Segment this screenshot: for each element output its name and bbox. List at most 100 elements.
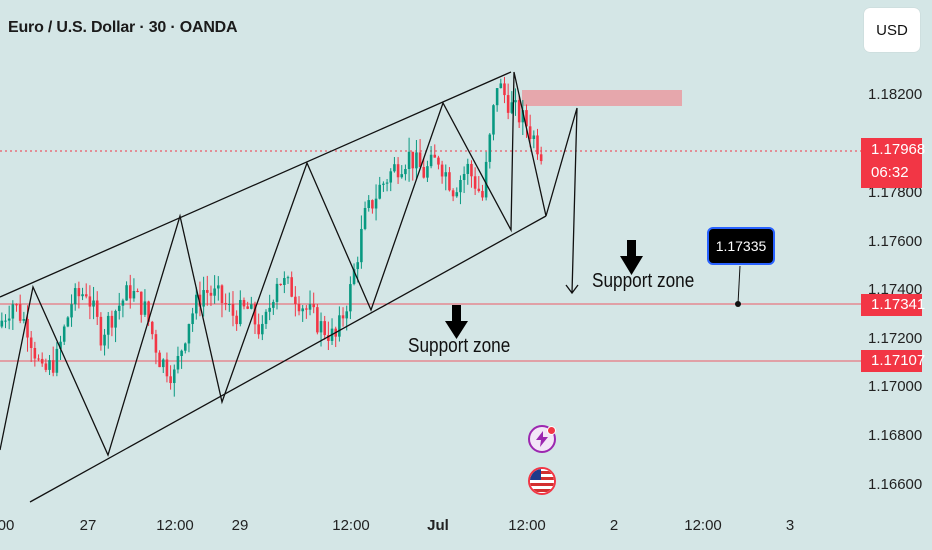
- candle-body: [110, 315, 114, 328]
- current-price-tag[interactable]: 1.17968 06:32: [861, 138, 926, 188]
- candle-body: [48, 360, 51, 370]
- candle-body: [378, 184, 382, 199]
- candle-body: [481, 191, 484, 198]
- candle-body: [510, 102, 514, 113]
- candle-body: [422, 167, 426, 178]
- candle-body: [286, 277, 290, 279]
- time-tick: 12:00: [156, 517, 194, 534]
- candle-body: [279, 283, 282, 285]
- candle-body: [294, 296, 297, 304]
- candle-body: [492, 105, 495, 135]
- candle-body: [117, 305, 121, 311]
- candle-body: [150, 321, 154, 335]
- candle-body: [84, 294, 88, 297]
- candle-body: [99, 316, 103, 346]
- candle-body: [532, 135, 536, 139]
- support-zone-label[interactable]: Support zone: [592, 270, 695, 292]
- currency-button[interactable]: USD: [864, 8, 920, 52]
- candle-body: [103, 334, 106, 346]
- time-tick: 12:00: [508, 517, 546, 534]
- candle-body: [503, 83, 506, 96]
- candle-body: [73, 288, 77, 305]
- channel-lower-line[interactable]: [29, 215, 547, 503]
- time-tick: Jul: [427, 517, 449, 534]
- price-tick: 1.17400: [868, 281, 923, 298]
- candle-body: [525, 110, 528, 127]
- candle-body: [426, 166, 429, 178]
- candle-body: [139, 291, 143, 315]
- current-price-value: 1.17968: [871, 141, 926, 158]
- level-price-tag[interactable]: 1.17341: [861, 294, 925, 316]
- callout-connector: [737, 265, 741, 305]
- candle-body: [323, 321, 326, 336]
- candle-body: [506, 95, 510, 113]
- candle-body: [499, 83, 503, 89]
- candle-body: [257, 324, 260, 335]
- candle-body: [132, 290, 136, 299]
- candle-body: [88, 296, 92, 307]
- level-price-tag[interactable]: 1.17107: [861, 350, 925, 372]
- candle-body: [305, 308, 308, 310]
- candle-body: [11, 304, 15, 319]
- candle-body: [198, 294, 202, 307]
- candle-body: [396, 164, 400, 178]
- candle-body: [374, 198, 378, 209]
- candle-body: [15, 304, 18, 306]
- candle-body: [415, 152, 418, 169]
- candle-body: [37, 358, 40, 360]
- candle-body: [187, 324, 191, 344]
- candle-body: [206, 290, 209, 293]
- candle-body: [231, 304, 235, 316]
- candle-body: [125, 285, 128, 301]
- candle-body: [521, 110, 525, 123]
- candle-body: [70, 304, 73, 318]
- lightning-icon[interactable]: [528, 425, 556, 453]
- candle-body: [136, 290, 139, 292]
- candle-body: [29, 337, 33, 348]
- candle-body: [261, 323, 264, 335]
- price-tick: 1.18200: [868, 86, 923, 103]
- support-zone-label[interactable]: Support zone: [408, 335, 511, 357]
- candle-body: [360, 228, 363, 263]
- candle-body: [217, 285, 220, 289]
- target-price-callout[interactable]: 1.17335: [707, 227, 775, 265]
- candle-body: [363, 208, 367, 229]
- candle-body: [121, 300, 125, 306]
- candle-body: [290, 277, 293, 297]
- candle-body: [55, 348, 59, 373]
- candle-body: [114, 310, 117, 328]
- candle-body: [404, 169, 407, 175]
- candle-body: [308, 304, 312, 310]
- candle-body: [539, 154, 543, 162]
- candle-body: [352, 269, 356, 285]
- candle-body: [224, 303, 227, 305]
- symbol-title[interactable]: Euro / U.S. Dollar · 30 · OANDA: [8, 19, 238, 36]
- candle-body: [418, 152, 422, 168]
- candle-body: [444, 172, 448, 177]
- candle-body: [312, 304, 315, 308]
- candle-body: [367, 200, 371, 209]
- time-tick: 29: [231, 517, 249, 534]
- candle-body: [448, 172, 451, 191]
- candle-body: [66, 317, 70, 327]
- candle-body: [517, 100, 521, 123]
- candle-body: [393, 164, 396, 172]
- candle-body: [462, 173, 466, 181]
- candle-body: [411, 151, 415, 169]
- us-flag-icon[interactable]: [528, 467, 556, 495]
- candle-body: [466, 163, 470, 174]
- down-arrow-icon: [445, 305, 468, 339]
- down-arrow-icon: [620, 240, 643, 275]
- candle-body: [470, 163, 473, 177]
- candle-body: [536, 135, 539, 155]
- candle-body: [4, 320, 7, 322]
- candle-body: [44, 363, 48, 370]
- resistance-zone-box[interactable]: [522, 90, 682, 106]
- channel-upper-line[interactable]: [0, 71, 512, 298]
- candle-body: [81, 294, 84, 297]
- zigzag-pattern[interactable]: [0, 71, 578, 457]
- candle-body: [264, 311, 268, 324]
- candle-body: [345, 311, 348, 319]
- candle-body: [268, 307, 271, 312]
